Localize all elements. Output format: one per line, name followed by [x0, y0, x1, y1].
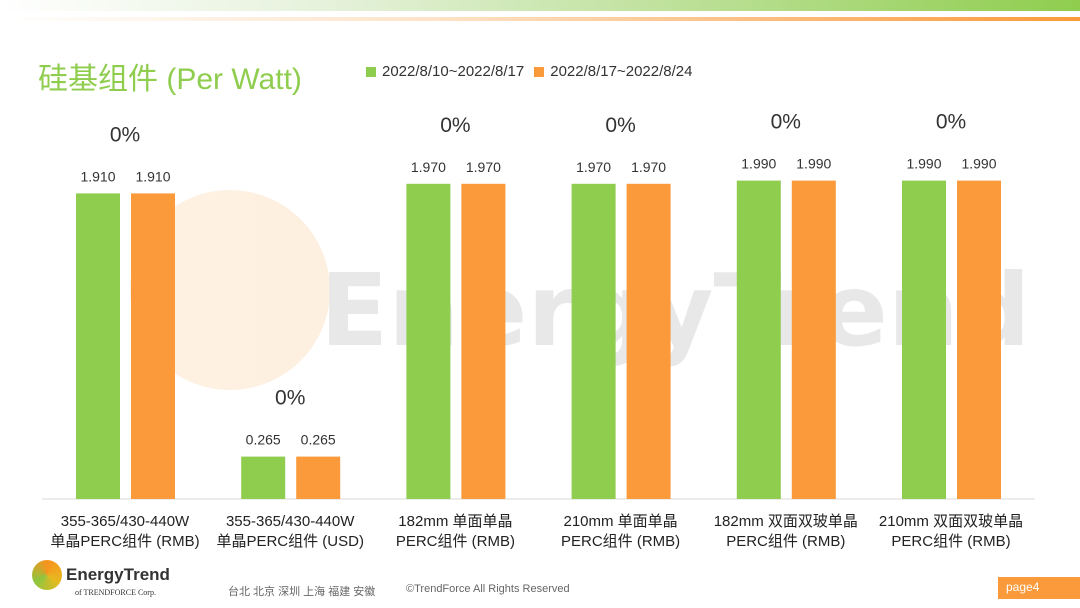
footer-copyright: ©TrendForce All Rights Reserved	[406, 583, 570, 595]
category-label: PERC组件 (RMB)	[396, 533, 515, 550]
value-label: 0.265	[246, 432, 281, 448]
top-orange-bar	[0, 17, 1080, 21]
bar-orange	[626, 183, 671, 500]
value-label: 1.990	[796, 156, 831, 172]
category-label: 355-365/430-440W	[61, 513, 190, 530]
category-label: 182mm 双面双玻单晶	[714, 513, 858, 530]
category-label: 单晶PERC组件 (USD)	[216, 533, 364, 550]
bar-orange	[791, 180, 836, 499]
bar-orange	[957, 180, 1001, 499]
value-label: 1.990	[906, 156, 941, 172]
legend-label-2: 2022/8/17~2022/8/24	[550, 63, 693, 80]
value-label: 1.970	[576, 159, 611, 175]
bar-green	[76, 193, 120, 499]
value-label: 1.970	[466, 159, 501, 175]
value-label: 0.265	[301, 432, 336, 448]
category-label: PERC组件 (RMB)	[891, 533, 1010, 550]
bar-green	[241, 456, 286, 499]
category-label: 182mm 单面单晶	[398, 513, 512, 530]
bar-orange	[296, 456, 341, 499]
category-label: PERC组件 (RMB)	[726, 533, 845, 550]
category-label: PERC组件 (RMB)	[561, 533, 680, 550]
bar-orange	[461, 183, 506, 500]
change-label: 0%	[771, 111, 801, 134]
bar-green	[736, 180, 781, 499]
category-label: 210mm 双面双玻单晶	[879, 513, 1023, 530]
value-label: 1.970	[631, 159, 666, 175]
category-label: 355-365/430-440W	[226, 513, 355, 530]
logo-name: EnergyTrend	[66, 565, 170, 584]
value-label: 1.990	[961, 156, 996, 172]
bar-green	[571, 183, 616, 500]
value-label: 1.910	[135, 168, 170, 184]
change-label: 0%	[605, 114, 635, 137]
legend: 2022/8/10~2022/8/17 2022/8/17~2022/8/24	[366, 63, 692, 80]
value-label: 1.970	[411, 159, 446, 175]
value-label: 1.910	[80, 168, 115, 184]
category-label: 210mm 单面单晶	[564, 513, 678, 530]
legend-swatch-green	[366, 66, 376, 77]
change-label: 0%	[275, 387, 305, 410]
page-number: page4	[998, 577, 1080, 599]
change-label: 0%	[440, 114, 470, 137]
legend-swatch-orange	[534, 66, 545, 77]
logo-sub: of TRENDFORCE Corp.	[75, 588, 156, 597]
value-label: 1.990	[741, 156, 776, 172]
top-green-bar	[0, 0, 1080, 11]
bar-green	[902, 180, 946, 499]
logo-icon	[32, 560, 62, 590]
bar-orange	[131, 193, 175, 499]
footer-cities: 台北 北京 深圳 上海 福建 安徽	[228, 586, 376, 598]
energytrend-logo: EnergyTrend	[32, 560, 170, 590]
watermark-logo-icon	[130, 190, 330, 390]
bar-green	[406, 183, 451, 500]
page-title: 硅基组件 (Per Watt)	[38, 63, 302, 96]
category-label: 单晶PERC组件 (RMB)	[50, 533, 199, 550]
change-label: 0%	[936, 111, 966, 134]
legend-label-1: 2022/8/10~2022/8/17	[382, 63, 525, 80]
change-label: 0%	[110, 123, 140, 146]
